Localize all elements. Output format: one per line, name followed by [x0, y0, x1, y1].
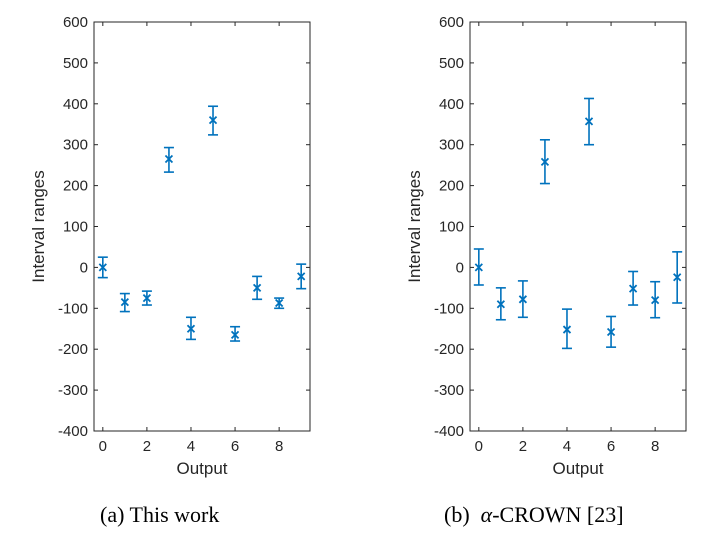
- data-point-1: [120, 298, 129, 307]
- x-tick-label: 6: [607, 438, 615, 455]
- plot-panel-b: -400 -300 -200 -100 0 100 200 300 400 500 600 0 2 4 6 8…: [405, 14, 687, 478]
- data-point-3: [540, 157, 550, 167]
- y-tick-label: 300: [63, 137, 88, 154]
- y-tick-label: 400: [439, 96, 464, 113]
- x-axis-label: Output: [176, 459, 227, 478]
- x-tick-label: 6: [231, 438, 239, 455]
- data-point-9: [673, 273, 682, 282]
- data-point-0: [474, 263, 483, 272]
- marker-stroke: [297, 272, 306, 281]
- data-point-7: [252, 283, 262, 292]
- marker-stroke: [518, 295, 528, 304]
- data-point-7: [628, 284, 638, 293]
- marker-stroke: [208, 116, 218, 125]
- marker-stroke: [275, 298, 284, 308]
- marker-stroke: [164, 154, 174, 164]
- data-point-3: [164, 154, 174, 164]
- plot-panel-a: -400 -300 -200 -100 0 100 200 300 400 500 600 0 2 4 6 8…: [29, 14, 311, 478]
- y-tick-label: 600: [63, 14, 88, 31]
- y-tick-label: -100: [434, 300, 464, 317]
- data-point-2: [142, 293, 152, 303]
- data-point-1: [496, 300, 505, 309]
- marker-stroke: [628, 284, 638, 293]
- data-point-8: [275, 298, 284, 308]
- y-tick-label: 100: [439, 219, 464, 236]
- caption-a: (a) This work: [100, 502, 220, 527]
- data-point-8: [651, 295, 660, 305]
- data-point-6: [230, 330, 240, 340]
- axes-box: [93, 21, 311, 432]
- data-point-4: [562, 325, 572, 334]
- y-tick-label: 400: [63, 96, 88, 113]
- marker-stroke: [673, 273, 682, 282]
- data-point-5: [584, 117, 594, 126]
- caption-b: (b) α-CROWN [23]: [444, 502, 624, 528]
- data-point-0: [98, 263, 107, 272]
- marker-stroke: [120, 298, 129, 307]
- caption-b-prefix: (b): [444, 502, 470, 527]
- x-tick-label: 2: [519, 438, 527, 455]
- marker-stroke: [186, 324, 196, 333]
- x-tick-label: 2: [143, 438, 151, 455]
- marker-stroke: [230, 330, 240, 340]
- marker-stroke: [252, 283, 262, 292]
- y-tick-label: -200: [58, 341, 88, 358]
- y-tick-label: 300: [439, 137, 464, 154]
- x-tick-label: 4: [563, 438, 571, 455]
- data-point-4: [186, 324, 196, 333]
- x-axis-label: Output: [552, 459, 603, 478]
- caption-b-suffix: -CROWN [23]: [492, 502, 624, 527]
- x-tick-label: 4: [187, 438, 195, 455]
- y-tick-label: -300: [434, 382, 464, 399]
- y-tick-label: 100: [63, 219, 88, 236]
- y-tick-label: -300: [58, 382, 88, 399]
- marker-stroke: [540, 157, 550, 167]
- marker-stroke: [606, 327, 616, 337]
- x-tick-label: 8: [275, 438, 283, 455]
- y-tick-label: -200: [434, 341, 464, 358]
- y-tick-label: 0: [456, 259, 464, 276]
- marker-stroke: [584, 117, 594, 126]
- y-tick-label: 600: [439, 14, 464, 31]
- caption-b-alpha: α: [480, 502, 493, 527]
- marker-stroke: [474, 263, 483, 272]
- y-axis-label: Interval ranges: [29, 170, 48, 282]
- y-tick-label: 0: [80, 259, 88, 276]
- y-axis-label: Interval ranges: [405, 170, 424, 282]
- y-tick-label: 500: [439, 55, 464, 72]
- data-point-5: [208, 116, 218, 125]
- y-tick-label: -400: [58, 423, 88, 440]
- data-point-2: [518, 295, 528, 304]
- axes-box: [469, 21, 687, 432]
- x-tick-label: 0: [475, 438, 483, 455]
- marker-stroke: [496, 300, 505, 309]
- x-tick-label: 0: [99, 438, 107, 455]
- data-point-9: [297, 272, 306, 281]
- y-tick-label: 200: [63, 178, 88, 195]
- data-point-6: [606, 327, 616, 337]
- y-tick-label: 200: [439, 178, 464, 195]
- x-tick-label: 8: [651, 438, 659, 455]
- marker-stroke: [98, 263, 107, 272]
- marker-stroke: [651, 295, 660, 305]
- y-tick-label: -100: [58, 300, 88, 317]
- marker-stroke: [142, 293, 152, 303]
- marker-stroke: [562, 325, 572, 334]
- y-tick-label: 500: [63, 55, 88, 72]
- y-tick-label: -400: [434, 423, 464, 440]
